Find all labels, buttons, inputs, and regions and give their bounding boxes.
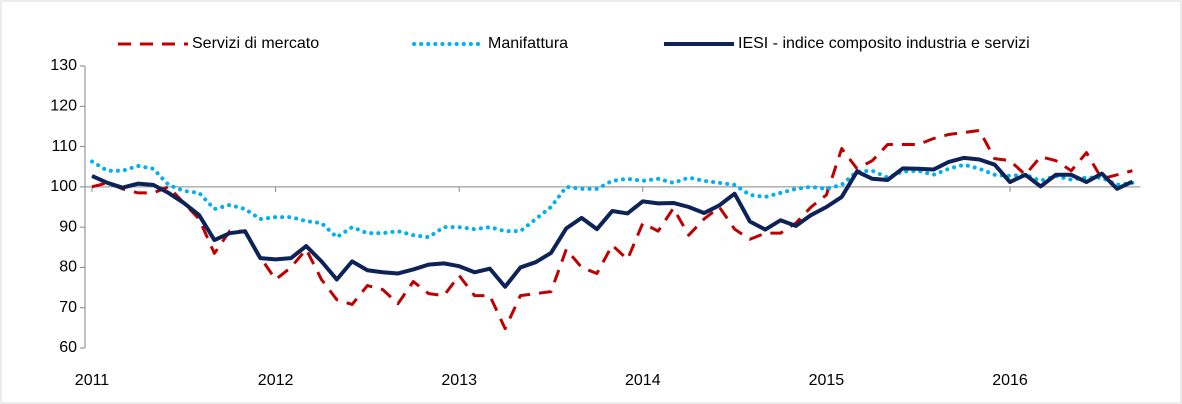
series-line <box>90 159 1135 240</box>
legend-label: Servizi di mercato <box>192 35 319 52</box>
y-tick-label: 90 <box>59 218 77 235</box>
x-tick-label: 2012 <box>258 372 294 389</box>
y-tick-label: 80 <box>59 259 77 276</box>
x-tick-label: 2015 <box>809 372 845 389</box>
y-tick-label: 100 <box>50 178 77 195</box>
legend-label: Manifattura <box>488 35 568 52</box>
x-tick-label: 2013 <box>441 372 477 389</box>
y-tick-label: 130 <box>50 57 77 74</box>
y-tick-label: 110 <box>51 138 77 155</box>
legend-label: IESI - indice composito industria e serv… <box>738 35 1030 52</box>
y-tick-label: 60 <box>59 339 77 356</box>
y-tick-label: 70 <box>59 299 77 316</box>
series-line <box>91 155 1134 289</box>
x-tick-label: 2014 <box>625 372 661 389</box>
x-tick-label: 2016 <box>992 372 1028 389</box>
series-line <box>91 128 1133 331</box>
y-tick-label: 120 <box>50 98 77 115</box>
x-tick-label: 2011 <box>75 372 110 389</box>
